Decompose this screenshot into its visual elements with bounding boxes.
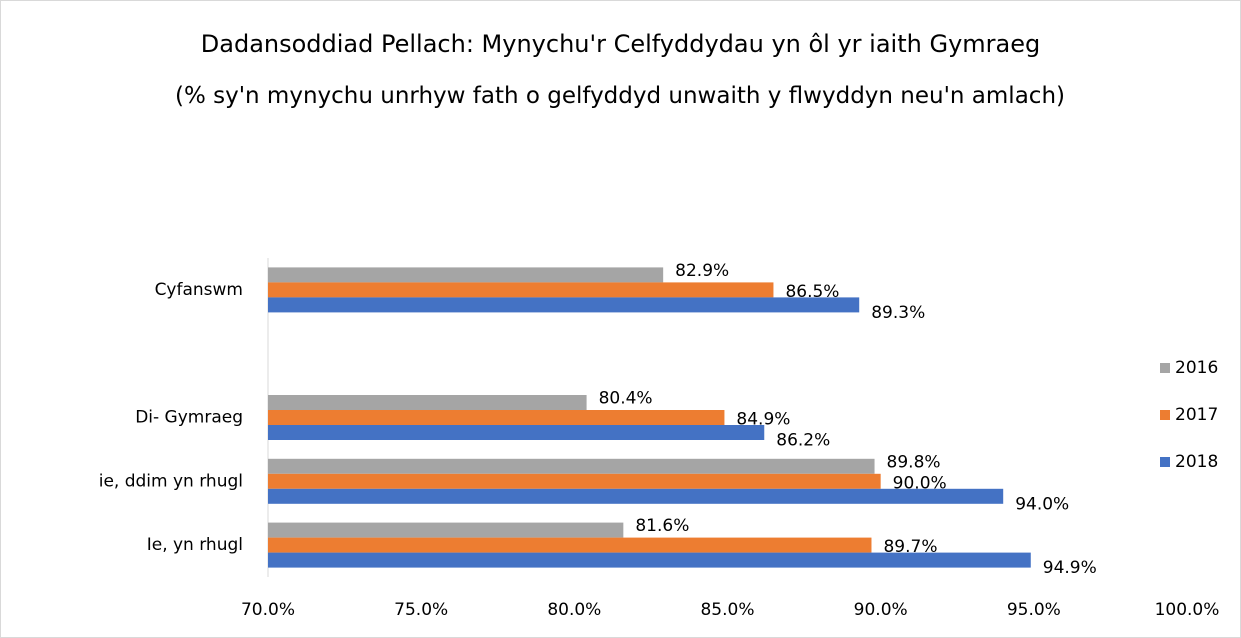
data-label: 80.4% <box>599 389 653 409</box>
data-label: 94.0% <box>1015 494 1069 514</box>
y-tick-label: Ie, yn rhugl <box>147 535 243 555</box>
x-tick-label: 70.0% <box>241 600 295 620</box>
data-label: 82.9% <box>675 261 729 281</box>
data-label: 90.0% <box>893 473 947 493</box>
y-tick-label: Cyfanswm <box>155 280 243 300</box>
x-tick-label: 90.0% <box>854 600 908 620</box>
bar <box>268 552 1031 568</box>
data-label: 89.3% <box>871 303 925 323</box>
data-label: 89.8% <box>887 452 941 472</box>
legend-label: 2018 <box>1175 452 1218 472</box>
data-label: 89.7% <box>883 537 937 557</box>
x-tick-label: 95.0% <box>1007 600 1061 620</box>
bar <box>268 410 725 425</box>
x-tick-label: 80.0% <box>547 600 601 620</box>
data-label: 94.9% <box>1043 558 1097 578</box>
x-tick-label: 100.0% <box>1155 600 1220 620</box>
y-tick-label: Di- Gymraeg <box>135 408 243 428</box>
bar <box>268 458 875 474</box>
legend-label: 2016 <box>1175 358 1218 378</box>
x-tick-label: 85.0% <box>700 600 754 620</box>
bar <box>268 267 664 283</box>
chart-subtitle: (% sy'n mynychu unrhyw fath o gelfyddyd … <box>174 83 1065 109</box>
data-label: 84.9% <box>736 410 790 430</box>
legend-swatch <box>1160 457 1170 467</box>
bar <box>268 473 881 489</box>
data-label: 86.2% <box>776 431 830 451</box>
data-label: 81.6% <box>635 516 689 536</box>
bar <box>268 395 587 410</box>
x-tick-label: 75.0% <box>394 600 448 620</box>
chart-title: Dadansoddiad Pellach: Mynychu'r Celfyddy… <box>200 30 1041 58</box>
bar <box>268 488 1004 504</box>
legend-swatch <box>1160 410 1170 420</box>
bar <box>268 282 774 298</box>
legend-swatch <box>1160 363 1170 373</box>
bar <box>268 537 872 553</box>
bar <box>268 522 624 538</box>
bar <box>268 297 860 313</box>
bar <box>268 425 765 440</box>
legend-label: 2017 <box>1175 405 1218 425</box>
data-label: 86.5% <box>785 282 839 302</box>
y-tick-label: ie, ddim yn rhugl <box>99 471 243 491</box>
